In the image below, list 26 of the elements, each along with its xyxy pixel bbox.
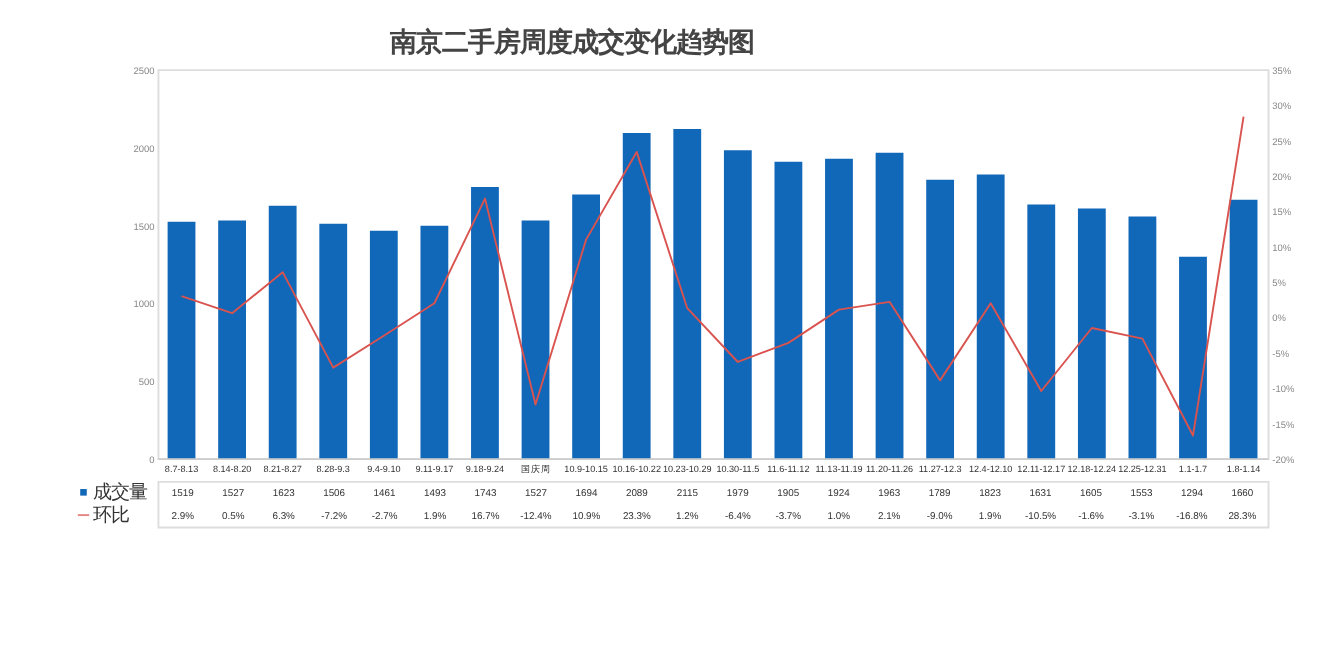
bar: [521, 220, 550, 459]
bar: [774, 161, 803, 459]
bar: [673, 129, 702, 459]
bar: [825, 158, 853, 459]
bar: [268, 205, 297, 459]
bar: [420, 225, 449, 459]
bar: [218, 220, 246, 459]
bar: [369, 230, 398, 459]
bar: [1128, 216, 1157, 459]
line-series: [180, 115, 1245, 437]
bar: [622, 133, 651, 459]
bar: [1027, 204, 1056, 459]
legend-label: 环比: [92, 504, 129, 527]
legend-label: 成交量: [92, 482, 147, 505]
bar: [875, 152, 904, 459]
bar: [319, 223, 348, 459]
bar: [926, 179, 955, 459]
bar: [471, 186, 499, 459]
bar: [976, 174, 1005, 459]
bar: [1179, 256, 1207, 459]
bar: [1229, 199, 1258, 459]
chart-title: 南京二手房周度成交变化趋势图: [387, 27, 754, 58]
bar: [1077, 208, 1106, 459]
bar: [572, 194, 601, 459]
bar: [723, 150, 752, 459]
bar: [167, 221, 196, 459]
